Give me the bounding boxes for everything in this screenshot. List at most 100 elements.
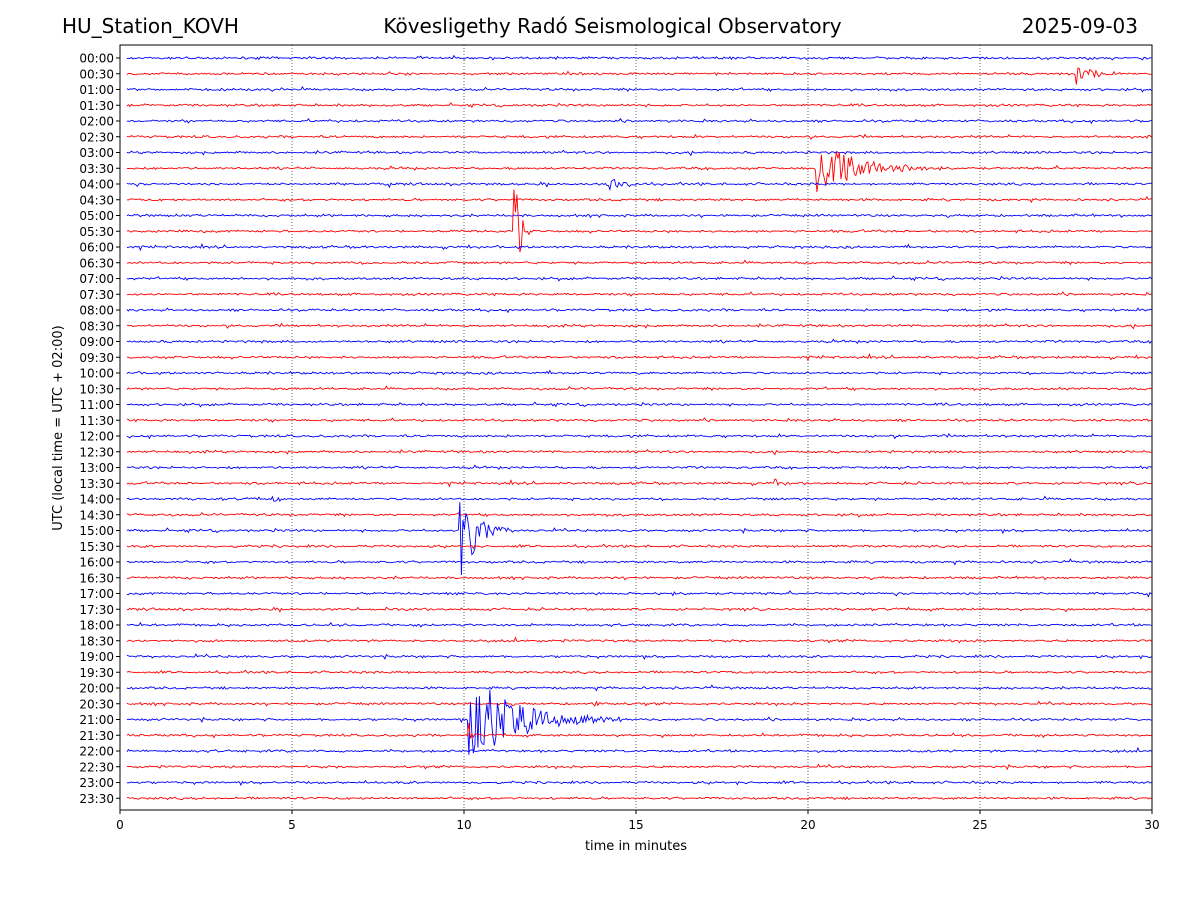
y-tick-label: 14:00 xyxy=(79,493,114,507)
trace-1630 xyxy=(126,575,1152,581)
station-name: HU_Station_KOVH xyxy=(62,14,239,38)
trace-0900 xyxy=(126,338,1152,345)
trace-1930 xyxy=(126,669,1152,675)
y-tick-label: 03:30 xyxy=(79,162,114,176)
trace-0000 xyxy=(126,54,1152,61)
trace-1900 xyxy=(126,653,1152,661)
y-tick-label: 04:30 xyxy=(79,193,114,207)
y-tick-label: 02:00 xyxy=(79,115,114,129)
y-tick-label: 01:30 xyxy=(79,99,114,113)
y-tick-label: 21:30 xyxy=(79,729,114,743)
trace-2200 xyxy=(126,746,1152,754)
trace-1330 xyxy=(126,478,1152,488)
trace-2130 xyxy=(126,722,1152,739)
y-tick-label: 00:30 xyxy=(79,67,114,81)
trace-1030 xyxy=(126,385,1152,392)
trace-2300 xyxy=(126,779,1152,787)
y-tick-label: 07:00 xyxy=(79,272,114,286)
trace-1830 xyxy=(126,636,1152,644)
y-tick-label: 13:00 xyxy=(79,461,114,475)
trace-2030 xyxy=(126,700,1152,707)
trace-1530 xyxy=(126,543,1152,550)
x-tick-label: 0 xyxy=(116,818,124,832)
y-tick-label: 16:00 xyxy=(79,556,114,570)
trace-1300 xyxy=(126,464,1152,471)
y-tick-label: 20:30 xyxy=(79,697,114,711)
trace-0930 xyxy=(126,353,1152,362)
y-tick-label: 06:30 xyxy=(79,256,114,270)
x-axis-label: time in minutes xyxy=(585,839,687,854)
y-tick-label: 11:00 xyxy=(79,398,114,412)
y-tick-label: 10:00 xyxy=(79,367,114,381)
trace-0700 xyxy=(126,275,1152,282)
x-tick-label: 25 xyxy=(972,818,987,832)
chart-title: Kövesligethy Radó Seismological Observat… xyxy=(383,14,842,38)
trace-0830 xyxy=(126,322,1152,330)
trace-1000 xyxy=(126,369,1152,376)
y-tick-label: 13:30 xyxy=(79,477,114,491)
y-tick-label: 15:30 xyxy=(79,540,114,554)
y-tick-label: 03:00 xyxy=(79,146,114,160)
x-axis-ticks: 0 5 10 15 20 25 30 xyxy=(116,810,1160,832)
trace-0130 xyxy=(126,102,1152,109)
grid-lines xyxy=(291,45,981,810)
trace-0630 xyxy=(126,259,1152,266)
y-tick-label: 01:00 xyxy=(79,83,114,97)
trace-0400 xyxy=(126,178,1152,192)
y-tick-label: 10:30 xyxy=(79,382,114,396)
y-tick-label: 05:30 xyxy=(79,225,114,239)
y-tick-label: 21:00 xyxy=(79,713,114,727)
trace-1600 xyxy=(126,558,1152,566)
x-tick-label: 15 xyxy=(628,818,643,832)
y-tick-label: 08:30 xyxy=(79,319,114,333)
trace-1230 xyxy=(126,449,1152,456)
trace-1500 xyxy=(126,502,1152,576)
trace-0330 xyxy=(126,152,1152,193)
trace-1130 xyxy=(126,417,1152,423)
y-tick-label: 08:00 xyxy=(79,304,114,318)
y-tick-label: 05:00 xyxy=(79,209,114,223)
y-tick-label: 11:30 xyxy=(79,414,114,428)
trace-2000 xyxy=(126,684,1152,692)
trace-2330 xyxy=(126,796,1152,801)
trace-2100 xyxy=(126,689,1152,755)
y-tick-label: 20:00 xyxy=(79,682,114,696)
y-tick-label: 02:30 xyxy=(79,130,114,144)
y-tick-label: 19:30 xyxy=(79,666,114,680)
y-tick-label: 12:00 xyxy=(79,430,114,444)
y-tick-label: 17:00 xyxy=(79,587,114,601)
x-tick-label: 30 xyxy=(1144,818,1159,832)
y-tick-label: 16:30 xyxy=(79,571,114,585)
x-tick-label: 5 xyxy=(288,818,296,832)
y-tick-label: 15:00 xyxy=(79,524,114,538)
trace-1800 xyxy=(126,621,1152,628)
y-tick-label: 06:00 xyxy=(79,241,114,255)
trace-0500 xyxy=(126,213,1152,219)
traces xyxy=(126,54,1152,801)
y-tick-label: 09:00 xyxy=(79,335,114,349)
trace-0800 xyxy=(126,307,1152,314)
trace-0430 xyxy=(126,195,1152,204)
trace-0100 xyxy=(126,86,1152,93)
y-axis-label: UTC (local time = UTC + 02:00) xyxy=(51,325,66,530)
trace-0600 xyxy=(126,242,1152,252)
x-tick-label: 20 xyxy=(800,818,815,832)
y-tick-label: 23:00 xyxy=(79,776,114,790)
y-tick-label: 23:30 xyxy=(79,792,114,806)
trace-1700 xyxy=(126,590,1152,598)
trace-0730 xyxy=(126,291,1152,297)
trace-1730 xyxy=(126,606,1152,613)
x-tick-label: 10 xyxy=(456,818,471,832)
y-tick-label: 07:30 xyxy=(79,288,114,302)
trace-0530 xyxy=(126,189,1152,253)
trace-2230 xyxy=(126,763,1152,771)
trace-0030 xyxy=(126,67,1152,85)
y-tick-label: 04:00 xyxy=(79,178,114,192)
trace-1400 xyxy=(126,495,1152,502)
y-tick-label: 18:00 xyxy=(79,619,114,633)
y-tick-label: 18:30 xyxy=(79,634,114,648)
date-label: 2025-09-03 xyxy=(1021,14,1138,38)
y-tick-label: 09:30 xyxy=(79,351,114,365)
